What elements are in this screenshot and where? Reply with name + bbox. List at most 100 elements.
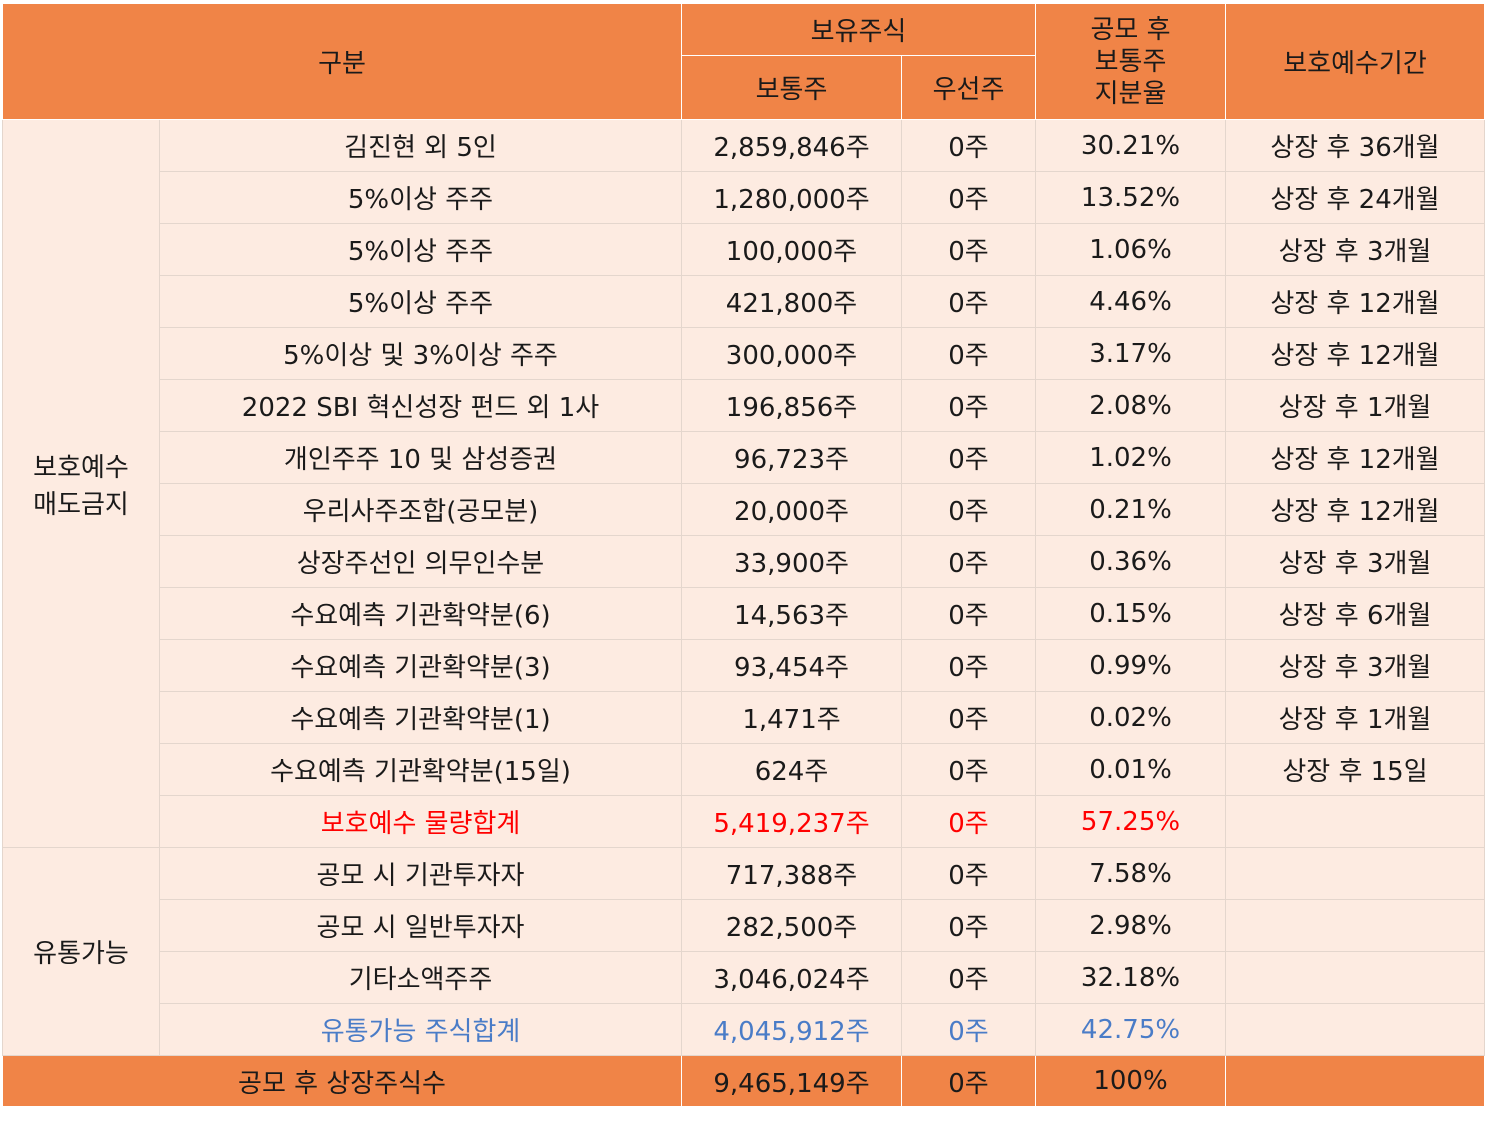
table-row: 5%이상 주주 100,000주 0주 1.06% 상장 후 3개월	[3, 223, 1485, 276]
holder-name-cell: 유통가능 주식합계	[159, 1003, 682, 1056]
group-tradable: 유통가능	[2, 847, 160, 1056]
preferred-shares-cell: 0주	[901, 1003, 1036, 1056]
common-shares-cell: 300,000주	[681, 327, 902, 380]
common-shares-cell: 20,000주	[681, 483, 902, 536]
ratio-cell: 57.25%	[1035, 795, 1226, 848]
lockup-period-cell: 상장 후 1개월	[1225, 379, 1485, 432]
lockup-period-cell: 상장 후 3개월	[1225, 639, 1485, 692]
table-row: 수요예측 기관확약분(15일) 624주 0주 0.01% 상장 후 15일	[3, 743, 1485, 796]
preferred-shares-cell: 0주	[901, 327, 1036, 380]
header-ratio-line: 지분율	[1094, 78, 1167, 109]
ratio-cell: 1.02%	[1035, 431, 1226, 484]
header-common: 보통주	[681, 55, 902, 120]
lockup-period-cell: 상장 후 12개월	[1225, 483, 1485, 536]
group-lockup: 보호예수 매도금지	[2, 119, 160, 848]
preferred-shares-cell: 0주	[901, 795, 1036, 848]
lockup-period-cell: 상장 후 12개월	[1225, 431, 1485, 484]
common-shares-cell: 624주	[681, 743, 902, 796]
table-row: 보호예수 물량합계 5,419,237주 0주 57.25%	[3, 795, 1485, 848]
preferred-shares-cell: 0주	[901, 639, 1036, 692]
common-shares-cell: 421,800주	[681, 275, 902, 328]
common-shares-cell: 717,388주	[681, 847, 902, 900]
header-preferred: 우선주	[901, 55, 1036, 120]
lockup-period-cell: 상장 후 1개월	[1225, 691, 1485, 744]
ratio-cell: 13.52%	[1035, 171, 1226, 224]
holder-name-cell: 수요예측 기관확약분(6)	[159, 587, 682, 640]
holder-name-cell: 보호예수 물량합계	[159, 795, 682, 848]
table-row: 5%이상 주주 421,800주 0주 4.46% 상장 후 12개월	[3, 275, 1485, 328]
grand-total-ratio: 100%	[1035, 1055, 1226, 1107]
table-row: 유통가능 공모 시 기관투자자 717,388주 0주 7.58%	[2, 847, 1485, 1056]
common-shares-cell: 1,280,000주	[681, 171, 902, 224]
preferred-shares-cell: 0주	[901, 587, 1036, 640]
grand-total-period	[1225, 1055, 1485, 1107]
common-shares-cell: 196,856주	[681, 379, 902, 432]
ratio-cell: 32.18%	[1035, 951, 1226, 1004]
holder-name-cell: 5%이상 및 3%이상 주주	[159, 327, 682, 380]
grand-total-row: 공모 후 상장주식수 9,465,149주 0주 100%	[2, 1055, 1485, 1107]
common-shares-cell: 14,563주	[681, 587, 902, 640]
table-row: 우리사주조합(공모분) 20,000주 0주 0.21% 상장 후 12개월	[3, 483, 1485, 536]
table-row: 개인주주 10 및 삼성증권 96,723주 0주 1.02% 상장 후 12개월	[3, 431, 1485, 484]
lockup-period-cell	[1225, 1003, 1485, 1056]
lockup-period-cell	[1225, 899, 1485, 952]
lockup-period-cell: 상장 후 12개월	[1225, 327, 1485, 380]
preferred-shares-cell: 0주	[901, 119, 1036, 172]
ratio-cell: 30.21%	[1035, 119, 1226, 172]
common-shares-cell: 93,454주	[681, 639, 902, 692]
lockup-period-cell	[1225, 847, 1485, 900]
holder-name-cell: 2022 SBI 혁신성장 펀드 외 1사	[159, 379, 682, 432]
common-shares-cell: 1,471주	[681, 691, 902, 744]
common-shares-cell: 4,045,912주	[681, 1003, 902, 1056]
preferred-shares-cell: 0주	[901, 379, 1036, 432]
preferred-shares-cell: 0주	[901, 431, 1036, 484]
table-row: 수요예측 기관확약분(1) 1,471주 0주 0.02% 상장 후 1개월	[3, 691, 1485, 744]
ratio-cell: 0.21%	[1035, 483, 1226, 536]
table-row: 5%이상 주주 1,280,000주 0주 13.52% 상장 후 24개월	[3, 171, 1485, 224]
preferred-shares-cell: 0주	[901, 171, 1036, 224]
preferred-shares-cell: 0주	[901, 223, 1036, 276]
holder-name-cell: 5%이상 주주	[159, 171, 682, 224]
table-row: 2022 SBI 혁신성장 펀드 외 1사 196,856주 0주 2.08% 상장 후…	[3, 379, 1485, 432]
table-row: 수요예측 기관확약분(3) 93,454주 0주 0.99% 상장 후 3개월	[3, 639, 1485, 692]
table-row: 기타소액주주 3,046,024주 0주 32.18%	[3, 951, 1485, 1004]
holder-name-cell: 상장주선인 의무인수분	[159, 535, 682, 588]
preferred-shares-cell: 0주	[901, 275, 1036, 328]
preferred-shares-cell: 0주	[901, 535, 1036, 588]
common-shares-cell: 96,723주	[681, 431, 902, 484]
holder-name-cell: 기타소액주주	[159, 951, 682, 1004]
table-row: 공모 시 일반투자자 282,500주 0주 2.98%	[3, 899, 1485, 952]
common-shares-cell: 100,000주	[681, 223, 902, 276]
preferred-shares-cell: 0주	[901, 847, 1036, 900]
ratio-cell: 0.99%	[1035, 639, 1226, 692]
preferred-shares-cell: 0주	[901, 899, 1036, 952]
holder-name-cell: 우리사주조합(공모분)	[159, 483, 682, 536]
preferred-shares-cell: 0주	[901, 483, 1036, 536]
common-shares-cell: 5,419,237주	[681, 795, 902, 848]
table-row: 유통가능 주식합계 4,045,912주 0주 42.75%	[3, 1003, 1485, 1056]
table-row: 상장주선인 의무인수분 33,900주 0주 0.36% 상장 후 3개월	[3, 535, 1485, 588]
table-body: 보호예수 매도금지 김진현 외 5인 2,859,846주 0주 30.21% 상장 후 3…	[2, 119, 1485, 1107]
common-shares-cell: 282,500주	[681, 899, 902, 952]
ratio-cell: 0.02%	[1035, 691, 1226, 744]
preferred-shares-cell: 0주	[901, 691, 1036, 744]
holder-name-cell: 공모 시 기관투자자	[159, 847, 682, 900]
holder-name-cell: 개인주주 10 및 삼성증권	[159, 431, 682, 484]
lockup-table: 구분 보유주식 공모 후 보통주 지분율 보호예수기간 보통주 우선주 보호예수…	[2, 3, 1485, 1107]
lockup-period-cell	[1225, 795, 1485, 848]
table-row: 보호예수 매도금지 김진현 외 5인 2,859,846주 0주 30.21% 상장 후 3…	[2, 119, 1485, 848]
holder-name-cell: 5%이상 주주	[159, 275, 682, 328]
ratio-cell: 0.36%	[1035, 535, 1226, 588]
lockup-period-cell: 상장 후 36개월	[1225, 119, 1485, 172]
group-label-line: 유통가능	[33, 939, 129, 969]
ratio-cell: 2.98%	[1035, 899, 1226, 952]
grand-total-preferred: 0주	[901, 1055, 1036, 1107]
common-shares-cell: 33,900주	[681, 535, 902, 588]
common-shares-cell: 3,046,024주	[681, 951, 902, 1004]
ratio-cell: 7.58%	[1035, 847, 1226, 900]
preferred-shares-cell: 0주	[901, 743, 1036, 796]
ratio-cell: 0.01%	[1035, 743, 1226, 796]
group-label-line: 매도금지	[33, 489, 129, 520]
holder-name-cell: 공모 시 일반투자자	[159, 899, 682, 952]
header-lockup-period: 보호예수기간	[1225, 3, 1485, 120]
